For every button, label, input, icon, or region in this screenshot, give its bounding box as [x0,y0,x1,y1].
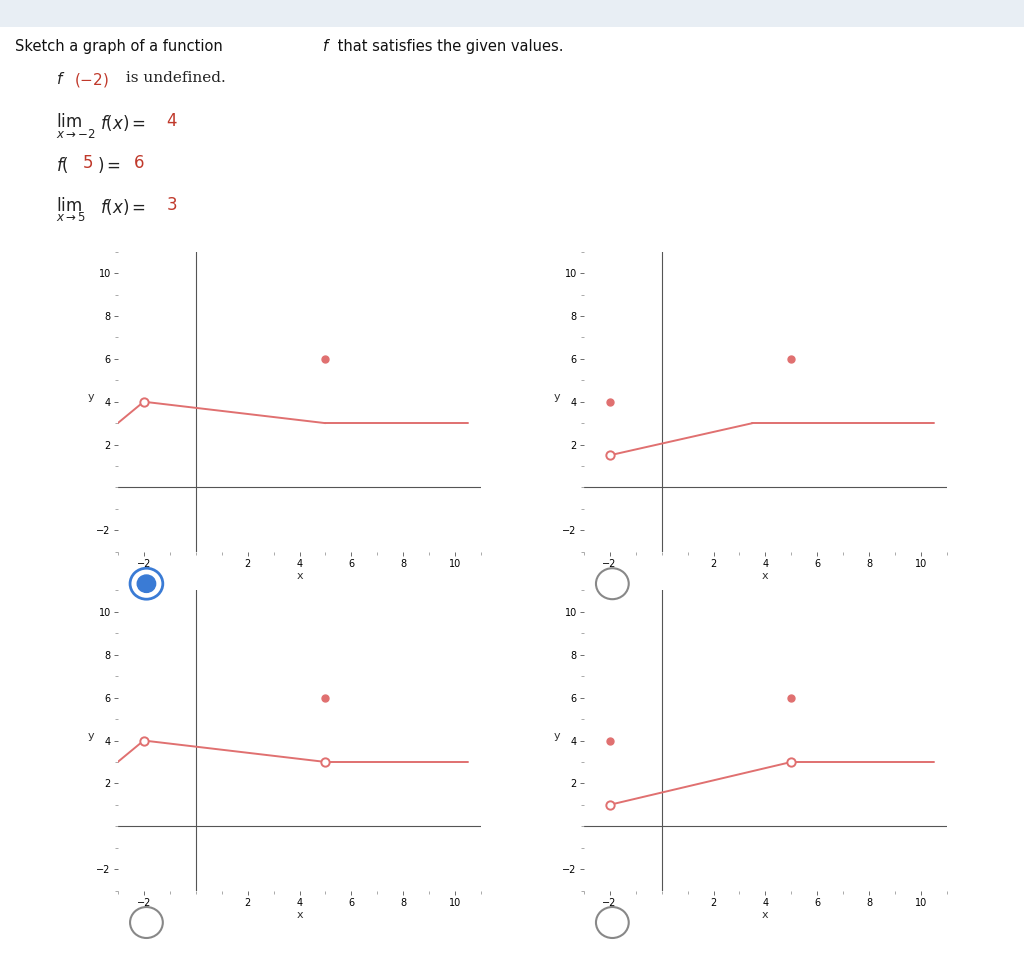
Text: that satisfies the given values.: that satisfies the given values. [333,39,563,53]
Y-axis label: y: y [88,392,94,402]
Text: $f($: $f($ [56,155,70,175]
Text: $f$: $f$ [56,71,66,87]
Text: Sketch a graph of a function: Sketch a graph of a function [15,39,227,53]
X-axis label: x: x [762,571,769,582]
Text: $x{\to}5$: $x{\to}5$ [56,211,86,224]
Y-axis label: y: y [88,731,94,741]
X-axis label: x: x [296,910,303,921]
Y-axis label: y: y [554,731,560,741]
Text: $) = $: $) = $ [97,155,121,175]
Text: $(-2)$: $(-2)$ [74,71,109,89]
Text: $4$: $4$ [166,113,177,131]
Text: $5$: $5$ [82,155,93,172]
X-axis label: x: x [762,910,769,921]
X-axis label: x: x [296,571,303,582]
Y-axis label: y: y [554,392,560,402]
Text: $x{\to}{-2}$: $x{\to}{-2}$ [56,128,96,140]
Text: $3$: $3$ [166,197,177,214]
Text: f: f [323,39,328,53]
Text: $f(x) = $: $f(x) = $ [100,197,146,217]
Text: $f(x) = $: $f(x) = $ [100,113,146,134]
Text: $\lim$: $\lim$ [56,113,82,132]
Text: $\lim$: $\lim$ [56,197,82,215]
Text: is undefined.: is undefined. [121,71,225,84]
Text: $6$: $6$ [133,155,144,172]
